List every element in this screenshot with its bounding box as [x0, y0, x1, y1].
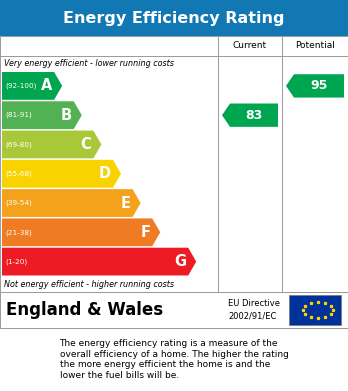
- Text: (81-91): (81-91): [5, 112, 32, 118]
- Text: G: G: [174, 254, 186, 269]
- Text: England & Wales: England & Wales: [6, 301, 163, 319]
- Polygon shape: [2, 219, 160, 246]
- Text: A: A: [41, 78, 52, 93]
- Text: (69-80): (69-80): [5, 141, 32, 148]
- Polygon shape: [222, 104, 278, 127]
- Text: F: F: [140, 225, 150, 240]
- Text: Potential: Potential: [295, 41, 335, 50]
- Bar: [0, 292, 348, 328]
- Text: EU Directive: EU Directive: [228, 299, 280, 308]
- Bar: [289, 295, 341, 325]
- Bar: [0, 0, 348, 36]
- Polygon shape: [2, 189, 141, 217]
- Polygon shape: [2, 160, 121, 188]
- Polygon shape: [286, 74, 344, 98]
- Text: (92-100): (92-100): [5, 83, 37, 89]
- Text: Energy Efficiency Rating: Energy Efficiency Rating: [63, 11, 285, 25]
- Text: (21-38): (21-38): [5, 229, 32, 235]
- Text: 95: 95: [310, 79, 328, 92]
- Text: (55-68): (55-68): [5, 170, 32, 177]
- Polygon shape: [2, 248, 196, 276]
- Text: (39-54): (39-54): [5, 200, 32, 206]
- Text: (1-20): (1-20): [5, 258, 27, 265]
- Text: B: B: [61, 108, 72, 123]
- Text: E: E: [121, 196, 130, 210]
- Text: 83: 83: [245, 109, 263, 122]
- Polygon shape: [2, 131, 101, 158]
- Text: D: D: [99, 166, 111, 181]
- Text: Current: Current: [233, 41, 267, 50]
- Text: Very energy efficient - lower running costs: Very energy efficient - lower running co…: [4, 59, 174, 68]
- Bar: [0, 36, 348, 292]
- Text: The energy efficiency rating is a measure of the
overall efficiency of a home. T: The energy efficiency rating is a measur…: [60, 339, 288, 380]
- Text: Not energy efficient - higher running costs: Not energy efficient - higher running co…: [4, 280, 174, 289]
- Polygon shape: [2, 101, 82, 129]
- Text: 2002/91/EC: 2002/91/EC: [228, 312, 276, 321]
- Text: C: C: [81, 137, 92, 152]
- Polygon shape: [2, 72, 62, 100]
